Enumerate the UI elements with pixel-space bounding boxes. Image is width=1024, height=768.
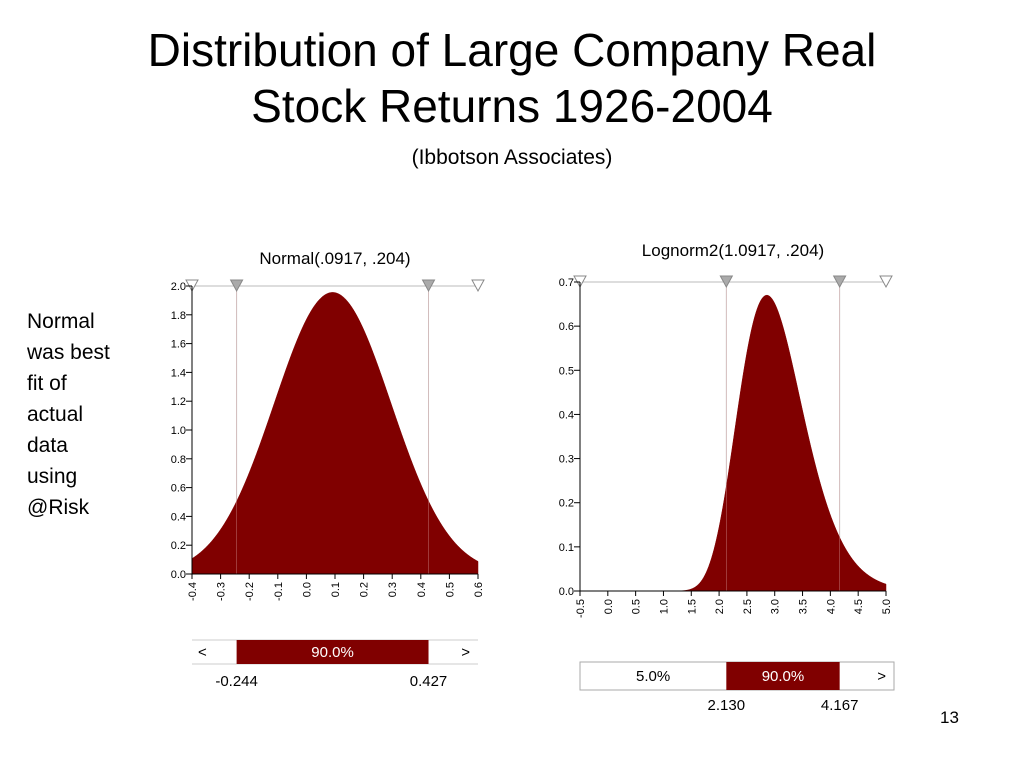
range-bar-middle	[726, 662, 840, 690]
x-tick-label: 0.1	[330, 582, 342, 597]
range-low-value: -0.244	[215, 673, 258, 690]
y-tick-label: 1.6	[171, 339, 186, 351]
side-note-line: data	[27, 434, 68, 457]
chart-title: Normal(.0917, .204)	[259, 249, 410, 268]
side-note-line: actual	[27, 403, 84, 426]
side-note-line: using	[27, 465, 78, 488]
marker-triangle	[832, 275, 847, 289]
marker-triangle	[879, 275, 893, 289]
x-tick-label: 1.5	[686, 599, 698, 614]
x-tick-label: -0.1	[273, 582, 285, 601]
y-tick-label: 0.7	[559, 277, 574, 289]
x-tick-label: 5.0	[881, 599, 893, 614]
x-tick-label: 0.5	[631, 599, 643, 614]
y-tick-label: 0.6	[559, 321, 574, 333]
y-tick-label: 1.8	[171, 310, 186, 322]
y-tick-label: 0.5	[559, 365, 574, 377]
y-tick-label: 1.4	[171, 367, 186, 379]
y-tick-label: 0.2	[559, 498, 574, 510]
y-tick-label: 0.6	[171, 483, 186, 495]
range-bar-middle	[236, 640, 429, 664]
chart-title: Lognorm2(1.0917, .204)	[642, 241, 824, 260]
x-tick-label: 4.0	[825, 599, 837, 614]
x-tick-label: 1.0	[658, 599, 670, 614]
range-bar-right-label: >	[877, 668, 886, 685]
range-bar-middle-label: 90.0%	[762, 668, 805, 685]
x-tick-label: 4.5	[853, 599, 865, 614]
y-tick-label: 0.4	[559, 409, 574, 421]
x-tick-label: 0.4	[416, 582, 428, 597]
range-bar-middle-label: 90.0%	[311, 644, 354, 661]
y-tick-label: 0.4	[171, 511, 186, 523]
marker-triangle	[471, 279, 485, 293]
slide-title: Distribution of Large Company Real Stock…	[0, 22, 1024, 134]
range-bar-left-label: <	[198, 644, 207, 661]
x-tick-label: 0.5	[444, 582, 456, 597]
side-note-line: Normal	[27, 310, 95, 333]
x-tick-label: 3.0	[770, 599, 782, 614]
y-tick-label: 1.2	[171, 396, 186, 408]
x-tick-label: -0.3	[216, 582, 228, 601]
range-high-value: 0.427	[410, 673, 448, 690]
y-tick-label: 0.2	[171, 540, 186, 552]
y-tick-label: 0.0	[171, 569, 186, 581]
x-tick-label: -0.2	[244, 582, 256, 601]
x-tick-label: 0.2	[359, 582, 371, 597]
x-tick-label: 0.6	[473, 582, 485, 597]
x-tick-label: -0.5	[575, 599, 587, 618]
y-tick-label: 2.0	[171, 281, 186, 293]
side-note-line: was best	[27, 341, 110, 364]
range-bar-left-label: 5.0%	[636, 668, 670, 685]
range-low-value: 2.130	[708, 697, 746, 714]
x-tick-label: 0.0	[603, 599, 615, 614]
side-note: Normal was best fit of actual data using…	[27, 306, 137, 523]
marker-triangle	[229, 279, 244, 293]
y-tick-label: 0.1	[559, 542, 574, 554]
y-tick-label: 0.8	[171, 454, 186, 466]
x-tick-label: 2.0	[714, 599, 726, 614]
side-note-line: @Risk	[27, 496, 90, 519]
side-note-line: fit of	[27, 372, 67, 395]
x-tick-label: 0.3	[387, 582, 399, 597]
marker-triangle	[421, 279, 436, 293]
y-tick-label: 0.0	[559, 586, 574, 598]
range-high-value: 4.167	[821, 697, 859, 714]
slide-title-line-1: Distribution of Large Company Real	[147, 24, 877, 76]
y-tick-label: 0.3	[559, 454, 574, 466]
chart-1: Normal(.0917, .204) 0.0 0.2 0.4 0.6 0.8 1.0 1.2…	[171, 249, 485, 690]
density-area	[191, 292, 479, 575]
x-tick-label: 3.5	[798, 599, 810, 614]
slide-subtitle: (Ibbotson Associates)	[411, 146, 613, 169]
range-bar-right-label: >	[461, 644, 470, 661]
x-tick-label: -0.4	[187, 582, 199, 601]
marker-triangle	[719, 275, 734, 289]
chart-2: Lognorm2(1.0917, .204) 0.0 0.1 0.2 0.3 0.4 0.5…	[559, 241, 895, 714]
x-tick-label: 0.0	[301, 582, 313, 597]
slide-title-line-2: Stock Returns 1926-2004	[251, 80, 773, 132]
page-number: 13	[940, 708, 959, 727]
y-tick-label: 1.0	[171, 425, 186, 437]
x-tick-label: 2.5	[742, 599, 754, 614]
